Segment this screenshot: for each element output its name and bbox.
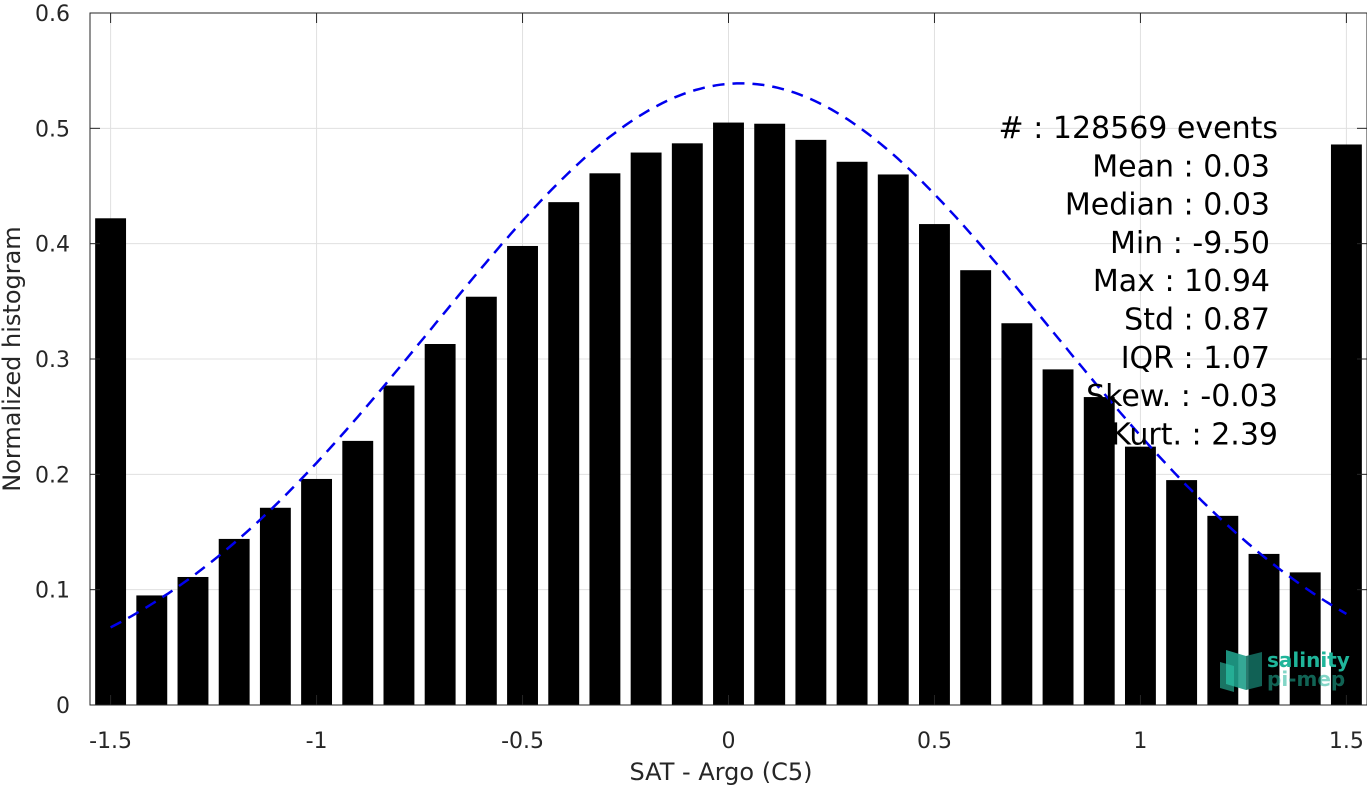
histogram-bar [136,595,168,705]
histogram-bar [877,174,909,705]
x-tick-label: 0 [722,729,736,754]
gaussian-fit [110,82,1348,629]
logo-text-line1: salinity [1267,648,1350,672]
histogram-bar [1330,144,1362,706]
histogram-bar [1166,480,1198,705]
y-tick-label: 0.2 [35,463,70,488]
histogram-bar [713,122,744,706]
histogram-bar [383,385,415,705]
histogram-bar [218,538,250,705]
x-axis-label: SAT - Argo (C5) [630,758,813,786]
histogram-bar [465,296,497,705]
histogram-bar [1289,572,1321,705]
x-tick-label: -1 [306,729,328,754]
histogram-bar [1001,323,1033,705]
stat-line: Median : 0.03 [1065,188,1270,223]
stat-line: IQR : 1.07 [1121,341,1270,376]
histogram-bar [1124,446,1156,705]
y-axis-ticks: 0 0.1 0.2 0.3 0.4 0.5 0.6 [35,2,1367,719]
stat-line: Skew. : -0.03 [1086,379,1278,414]
histogram-bar [919,224,950,705]
stat-line: Min : -9.50 [1110,226,1270,261]
y-tick-label: 0.6 [35,2,70,27]
histogram-bar [671,143,703,705]
histogram-bar [960,270,992,705]
stat-line: Mean : 0.03 [1092,149,1270,184]
y-tick-label: 0.3 [35,348,70,373]
x-tick-label: 1 [1133,729,1147,754]
histogram-bar [1042,369,1074,705]
histogram-bar [342,440,374,705]
stat-line: Max : 10.94 [1093,264,1270,299]
x-tick-label: -1.5 [89,729,132,754]
x-tick-label: 0.5 [917,729,952,754]
histogram-bar [548,202,580,705]
histogram-bar [95,218,127,705]
x-tick-label: -0.5 [501,729,544,754]
y-tick-label: 0.4 [35,233,70,258]
bars [95,122,1362,706]
x-tick-label: 1.5 [1329,729,1364,754]
y-tick-label: 0.1 [35,579,70,604]
histogram-bar [177,576,209,705]
histogram-bar [1083,397,1115,705]
histogram-bar [301,478,333,705]
y-tick-label: 0.5 [35,117,70,142]
salinity-pi-mep-logo: salinity pi-mep [1220,648,1350,692]
histogram-bar [630,152,662,705]
histogram-bar [795,139,827,705]
histogram-bar [424,344,456,705]
stat-line: Std : 0.87 [1124,303,1270,338]
logo-cube-icon [1220,650,1262,692]
logo-text-line2: pi-mep [1267,667,1345,691]
stat-line: Kurt. : 2.39 [1111,417,1278,452]
histogram-bar [507,245,538,705]
histogram-bar [259,507,291,705]
stat-line: # : 128569 events [999,111,1278,146]
histogram-bar [754,123,786,706]
histogram-bar [836,161,868,705]
y-axis-label: Normalized histogram [0,226,26,491]
x-axis-ticks: -1.5 -1 -0.5 0 0.5 1 1.5 [89,13,1364,754]
gaussian-fit-line [110,82,1348,629]
histogram-bar [589,173,621,705]
y-tick-label: 0 [56,694,70,719]
